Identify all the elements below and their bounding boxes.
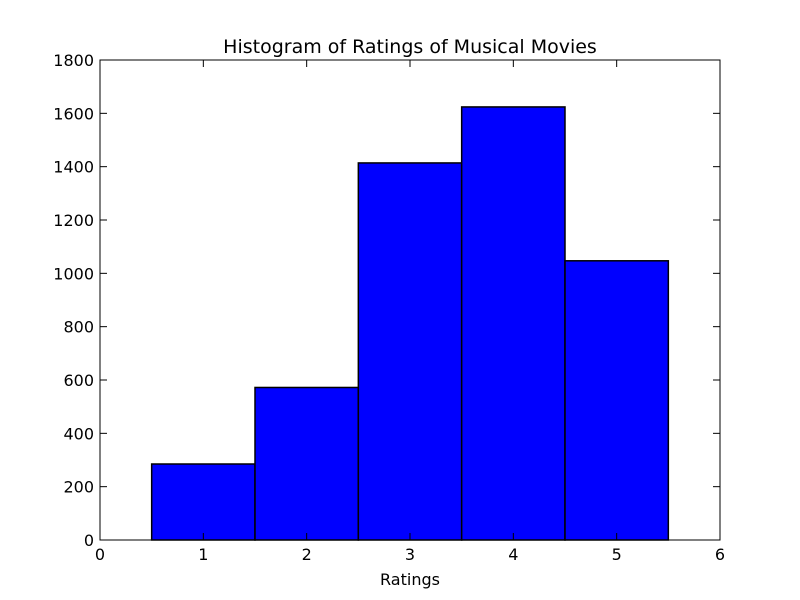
histogram-bar-3 [357,162,463,541]
histogram-bar-4 [460,106,566,541]
x-tick-label: 1 [198,545,208,564]
chart-title: Histogram of Ratings of Musical Movies [223,36,597,58]
x-tick-label: 5 [612,545,622,564]
x-tick-label: 4 [508,545,518,564]
y-tick-label: 600 [63,371,94,390]
x-tick-labels: 0 1 2 3 4 5 6 [95,545,725,564]
y-tick-label: 1200 [53,211,94,230]
x-axis-title: Ratings [380,570,440,589]
y-tick-label: 1800 [53,51,94,70]
y-tick-label: 200 [63,478,94,497]
x-tick-label: 6 [715,545,725,564]
ticks-layer [99,59,721,541]
y-tick-labels: 0 200 400 600 800 1000 1200 1400 1600 1800 [53,51,94,550]
y-tick-label: 400 [63,424,94,443]
x-tick-label: 3 [405,545,415,564]
y-tick-label: 1400 [53,158,94,177]
y-tick-label: 0 [84,531,94,550]
bars-layer [150,106,670,541]
x-tick-label: 2 [302,545,312,564]
histogram-bar-1 [150,463,256,541]
y-tick-label: 1000 [53,264,94,283]
histogram-bar-5 [564,260,670,541]
y-tick-label: 1600 [53,104,94,123]
y-tick-label: 800 [63,318,94,337]
x-tick-label: 0 [95,545,105,564]
histogram-bar-2 [254,386,360,541]
